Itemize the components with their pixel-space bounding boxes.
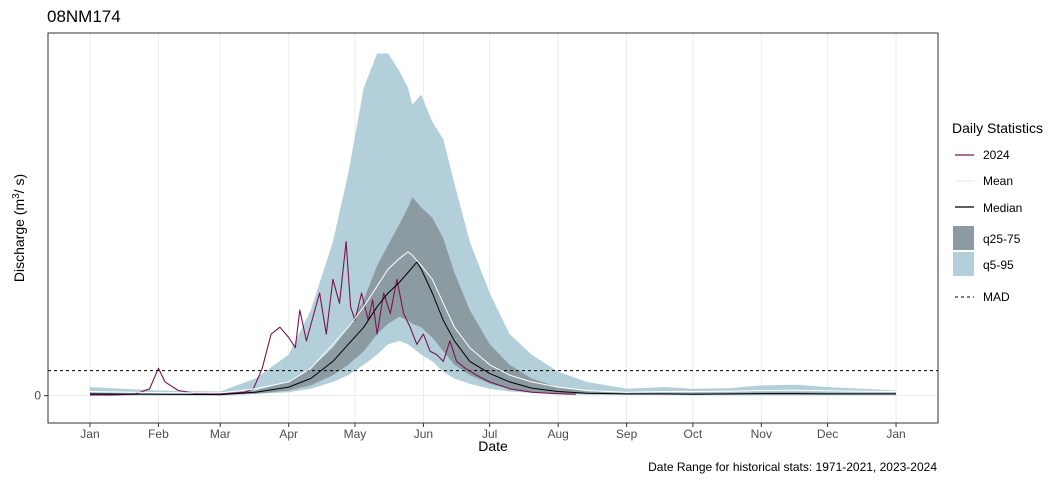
x-tick-label: Jan: [886, 427, 905, 441]
mean-line-group: [89, 251, 897, 394]
legend-label-median: Median: [983, 201, 1022, 215]
legend-label-q5-95: q5-95: [983, 258, 1014, 272]
y-axis-title: Discharge (m3/ s): [11, 174, 27, 282]
q25-75-band: [90, 197, 896, 395]
legend-key-q25-75: [953, 226, 974, 250]
x-tick-label: Mar: [210, 427, 231, 441]
legend-label-q25-75: q25-75: [983, 232, 1021, 246]
mean-line: [89, 251, 897, 394]
y-axis: 0: [34, 389, 48, 403]
x-tick-label: Dec: [817, 427, 838, 441]
legend: Daily Statistics 2024 Mean Median q25-75…: [952, 120, 1043, 304]
x-tick-label: Feb: [148, 427, 169, 441]
x-tick-label: Aug: [547, 427, 568, 441]
q25-75-area: [90, 197, 896, 395]
q5-95-band: [90, 53, 896, 396]
x-tick-label: Jul: [482, 427, 497, 441]
legend-label-mean: Mean: [983, 174, 1013, 188]
x-tick-label: May: [344, 427, 367, 441]
x-tick-label: Jan: [80, 427, 99, 441]
q5-95-area: [90, 53, 896, 396]
y-axis-title-sup: 3: [11, 193, 22, 199]
x-tick-label: Apr: [279, 427, 298, 441]
legend-item-median: Median: [955, 201, 1022, 215]
plot-panel-border: [47, 32, 939, 424]
legend-label-2024: 2024: [983, 148, 1010, 162]
legend-item-q25-75: q25-75: [953, 226, 1021, 250]
y-axis-title-prefix: Discharge (m: [11, 199, 27, 282]
y-tick-label: 0: [34, 389, 41, 403]
legend-title: Daily Statistics: [952, 120, 1043, 136]
legend-label-mad: MAD: [983, 290, 1010, 304]
x-axis: Jan Feb Mar Apr May Jun Jul Aug Sep Oct Nov Dec Jan: [80, 423, 906, 441]
chart-caption: Date Range for historical stats: 1971-20…: [648, 460, 937, 474]
x-tick-label: Nov: [751, 427, 772, 441]
y-axis-title-suffix: / s): [11, 174, 27, 193]
legend-item-2024: 2024: [955, 148, 1010, 162]
x-tick-label: Sep: [616, 427, 638, 441]
current-year-line-group: [90, 241, 576, 396]
current-year-line: [90, 241, 576, 396]
x-axis-title: Date: [478, 438, 508, 454]
median-line-group: [89, 261, 896, 396]
legend-key-q5-95: [953, 252, 974, 276]
chart-title: 08NM174: [47, 7, 121, 26]
x-tick-label: Jun: [414, 427, 433, 441]
legend-item-mean: Mean: [955, 174, 1013, 188]
x-tick-label: Oct: [684, 427, 703, 441]
legend-item-q5-95: q5-95: [953, 252, 1014, 276]
median-line: [89, 261, 896, 396]
legend-item-mad: MAD: [955, 290, 1010, 304]
